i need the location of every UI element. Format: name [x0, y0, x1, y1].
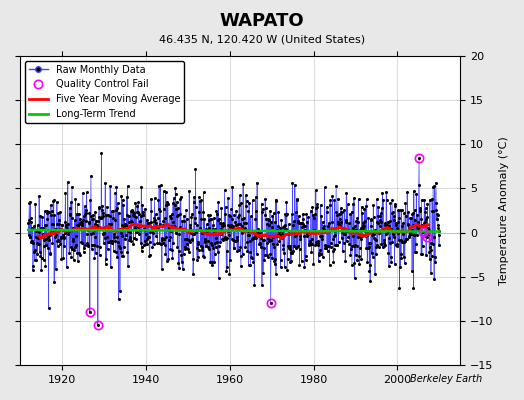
Text: Berkeley Earth: Berkeley Earth [410, 374, 482, 384]
Text: 46.435 N, 120.420 W (United States): 46.435 N, 120.420 W (United States) [159, 34, 365, 44]
Legend: Raw Monthly Data, Quality Control Fail, Five Year Moving Average, Long-Term Tren: Raw Monthly Data, Quality Control Fail, … [25, 61, 184, 123]
Y-axis label: Temperature Anomaly (°C): Temperature Anomaly (°C) [499, 136, 509, 285]
Text: WAPATO: WAPATO [220, 12, 304, 30]
